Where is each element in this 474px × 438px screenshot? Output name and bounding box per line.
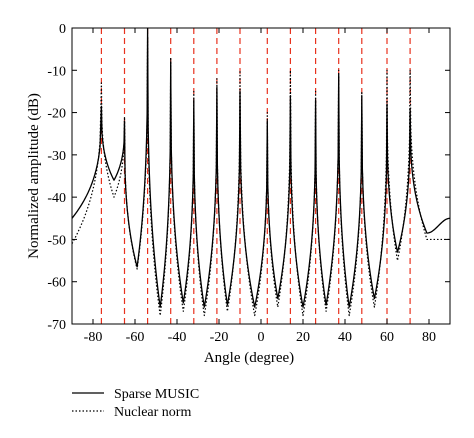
legend-label-nuclear-norm: Nuclear norm bbox=[114, 405, 191, 420]
x-tick-label: 40 bbox=[338, 330, 352, 345]
axes-frame bbox=[71, 27, 451, 325]
y-tick-label: -30 bbox=[47, 149, 66, 164]
y-tick-label: -20 bbox=[47, 107, 66, 122]
x-tick-label: -20 bbox=[210, 330, 229, 345]
x-tick-label: 20 bbox=[296, 330, 310, 345]
y-tick-label: -40 bbox=[47, 191, 66, 206]
x-tick-label: -80 bbox=[84, 330, 103, 345]
plot-area: -80 -60 -40 -20 0 20 40 60 80 0 -10 -20 -30 -40 -50 -60… bbox=[47, 22, 451, 345]
y-tick-label: -50 bbox=[47, 233, 66, 248]
legend: Sparse MUSIC Nuclear norm bbox=[72, 387, 199, 420]
x-tick-label: 80 bbox=[422, 330, 436, 345]
y-tick-label: -60 bbox=[47, 276, 66, 291]
x-tick-label: 60 bbox=[380, 330, 394, 345]
x-tick-label: -60 bbox=[126, 330, 145, 345]
legend-label-sparse-music: Sparse MUSIC bbox=[114, 387, 199, 402]
x-tick-label: 0 bbox=[258, 330, 265, 345]
series-line-sparse-music bbox=[72, 28, 450, 308]
x-tick-label: -40 bbox=[168, 330, 187, 345]
y-tick-label: -10 bbox=[47, 64, 66, 79]
y-tick-label: -70 bbox=[47, 318, 66, 333]
series-line-nuclear-norm bbox=[72, 35, 450, 317]
y-axis-label: Normalized amplitude (dB) bbox=[26, 93, 42, 259]
y-tick-label: 0 bbox=[59, 22, 66, 37]
x-axis-label: Angle (degree) bbox=[204, 350, 294, 366]
